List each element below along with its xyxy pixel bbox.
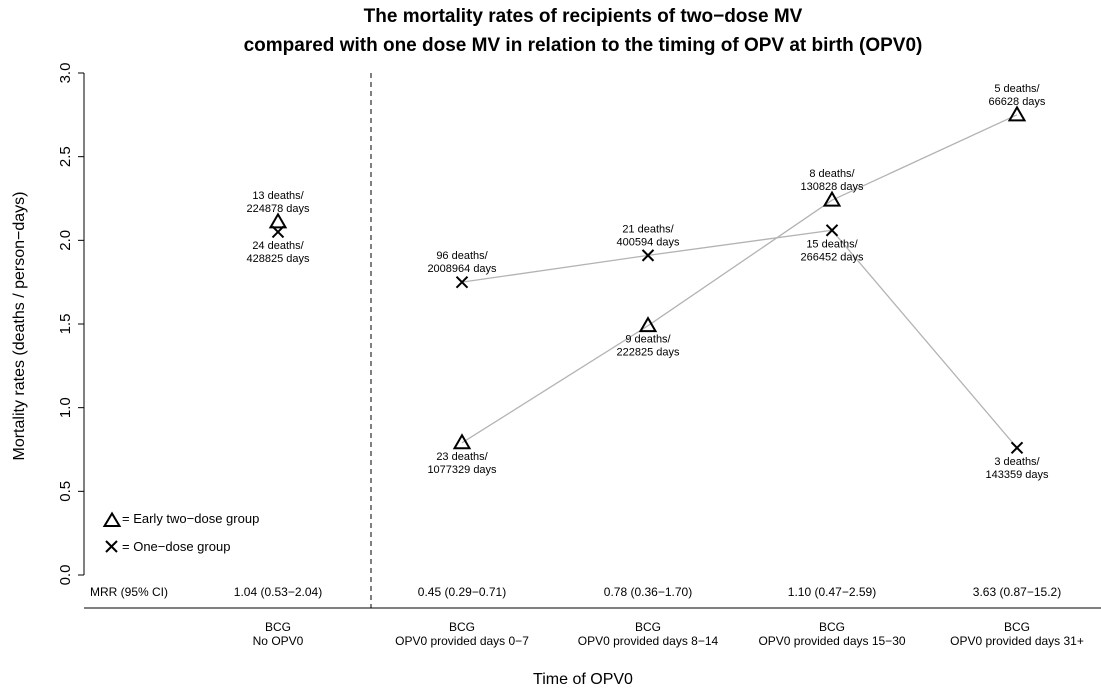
one-dose-annotation: 400594 days (617, 236, 680, 248)
series-markers (268, 105, 1027, 455)
two-dose-annotation: 13 deaths/ (252, 190, 304, 202)
mrr-values: 1.04 (0.53−2.04) 0.45 (0.29−0.71) 0.78 (0.… (234, 585, 1061, 599)
two-dose-annotation: 224878 days (247, 203, 310, 215)
one-dose-point (825, 224, 839, 237)
category-label: BCG (449, 620, 475, 634)
series-1-segment (831, 114, 1018, 201)
one-dose-annotation: 266452 days (801, 251, 864, 263)
y-tick-label: 2.5 (57, 146, 74, 167)
mrr-value: 0.78 (0.36−1.70) (604, 585, 692, 599)
legend-cross-icon (105, 540, 118, 553)
category-label: OPV0 provided days 31+ (950, 634, 1084, 648)
two-dose-annotation: 1077329 days (427, 464, 497, 476)
one-dose-annotation: 21 deaths/ (622, 223, 674, 235)
one-dose-annotation: 15 deaths/ (806, 238, 858, 250)
y-tick-label: 1.5 (57, 314, 74, 335)
legend-label-one-dose: = One−dose group (122, 539, 230, 554)
category-label: No OPV0 (253, 634, 304, 648)
category-label: BCG (635, 620, 661, 634)
y-axis-title: Mortality rates (deaths / person−days) (11, 191, 28, 460)
one-dose-point (455, 275, 469, 289)
category-label: BCG (265, 620, 291, 634)
chart-title-line2: compared with one dose MV in relation to… (244, 35, 923, 56)
two-dose-annotation: 5 deaths/ (994, 83, 1040, 95)
one-dose-annotation: 96 deaths/ (436, 250, 488, 262)
one-dose-annotation: 428825 days (247, 253, 310, 265)
series-lines (461, 114, 1018, 449)
one-dose-annotation: 143359 days (986, 469, 1049, 481)
mrr-value: 1.10 (0.47−2.59) (788, 585, 876, 599)
two-dose-annotation: 9 deaths/ (625, 334, 671, 346)
two-dose-point (1007, 105, 1027, 122)
one-dose-point (1010, 441, 1024, 455)
category-label: OPV0 provided days 15−30 (758, 634, 905, 648)
mrr-value: 3.63 (0.87−15.2) (973, 585, 1061, 599)
category-label: OPV0 provided days 0−7 (395, 634, 529, 648)
y-tick-label: 3.0 (57, 63, 74, 84)
series-2-segment (647, 229, 833, 257)
y-tick-label: 0.5 (57, 481, 74, 502)
series-1-segment (461, 325, 649, 444)
two-dose-point (452, 433, 472, 450)
y-tick-label: 1.0 (57, 397, 74, 418)
two-dose-annotation: 23 deaths/ (436, 451, 488, 463)
y-tick-label: 2.0 (57, 230, 74, 251)
one-dose-point (641, 249, 655, 262)
series-1-segment (647, 199, 833, 327)
x-axis-title: Time of OPV0 (533, 671, 633, 688)
two-dose-annotation: 8 deaths/ (809, 168, 855, 180)
one-dose-annotation: 3 deaths/ (994, 456, 1040, 468)
one-dose-point (271, 225, 285, 239)
legend-triangle-icon (102, 511, 122, 527)
two-dose-point (268, 212, 288, 229)
y-tick-label: 0.0 (57, 565, 74, 586)
two-dose-annotation: 66628 days (989, 96, 1046, 108)
series-2-segment (831, 229, 1018, 449)
legend-label-two-dose: = Early two−dose group (122, 511, 259, 526)
chart-title-line1: The mortality rates of recipients of two… (364, 6, 803, 27)
legend: = Early two−dose group = One−dose group (102, 511, 259, 554)
one-dose-annotation: 24 deaths/ (252, 240, 304, 252)
category-label: OPV0 provided days 8−14 (578, 634, 719, 648)
mrr-row-label: MRR (95% CI) (90, 585, 168, 599)
two-dose-annotation: 222825 days (617, 347, 680, 359)
category-label: BCG (819, 620, 845, 634)
point-annotations: 13 deaths/224878 days 23 deaths/1077329 d… (247, 83, 1049, 481)
two-dose-point (638, 316, 658, 333)
one-dose-annotation: 2008964 days (427, 263, 497, 275)
mrr-value: 0.45 (0.29−0.71) (418, 585, 506, 599)
two-dose-point (822, 190, 842, 207)
y-ticks: 0.0 0.5 1.0 1.5 2.0 2.5 3.0 (57, 63, 84, 586)
mrr-value: 1.04 (0.53−2.04) (234, 585, 322, 599)
two-dose-annotation: 130828 days (801, 181, 864, 193)
series-2-segment (461, 254, 649, 283)
category-label: BCG (1004, 620, 1030, 634)
